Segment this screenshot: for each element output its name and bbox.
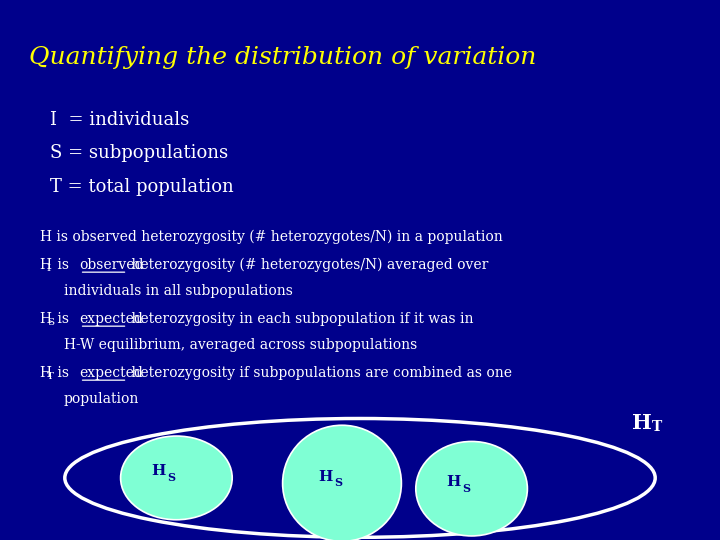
Text: is: is bbox=[53, 312, 73, 326]
Text: is: is bbox=[53, 366, 73, 380]
Text: T = total population: T = total population bbox=[50, 178, 234, 195]
Text: individuals in all subpopulations: individuals in all subpopulations bbox=[63, 284, 292, 298]
Text: I  = individuals: I = individuals bbox=[50, 111, 189, 129]
Text: H is observed heterozygosity (# heterozygotes/N) in a population: H is observed heterozygosity (# heterozy… bbox=[40, 230, 503, 244]
Ellipse shape bbox=[415, 442, 527, 536]
Text: H: H bbox=[40, 258, 52, 272]
Text: H: H bbox=[446, 475, 461, 489]
Text: H: H bbox=[151, 464, 166, 478]
Text: T: T bbox=[652, 420, 662, 434]
Text: Quantifying the distribution of variation: Quantifying the distribution of variatio… bbox=[29, 46, 536, 69]
Text: S: S bbox=[462, 483, 470, 494]
Text: T: T bbox=[47, 372, 54, 381]
Text: population: population bbox=[63, 392, 139, 406]
Ellipse shape bbox=[283, 426, 402, 540]
Text: expected: expected bbox=[80, 366, 143, 380]
Text: expected: expected bbox=[80, 312, 143, 326]
Text: H: H bbox=[318, 470, 333, 484]
Text: S: S bbox=[47, 318, 54, 327]
Text: S: S bbox=[167, 472, 175, 483]
Text: observed: observed bbox=[80, 258, 144, 272]
Text: I: I bbox=[47, 264, 51, 273]
Text: heterozygosity (# heterozygotes/N) averaged over: heterozygosity (# heterozygotes/N) avera… bbox=[127, 258, 489, 272]
Text: S = subpopulations: S = subpopulations bbox=[50, 144, 228, 162]
Text: is: is bbox=[53, 258, 73, 272]
Text: H-W equilibrium, averaged across subpopulations: H-W equilibrium, averaged across subpopu… bbox=[63, 338, 417, 352]
Ellipse shape bbox=[121, 436, 232, 519]
Text: H: H bbox=[632, 413, 652, 433]
Text: H: H bbox=[40, 366, 52, 380]
Text: heterozygosity if subpopulations are combined as one: heterozygosity if subpopulations are com… bbox=[127, 366, 513, 380]
Text: heterozygosity in each subpopulation if it was in: heterozygosity in each subpopulation if … bbox=[127, 312, 474, 326]
Text: H: H bbox=[40, 312, 52, 326]
Text: S: S bbox=[334, 477, 342, 488]
